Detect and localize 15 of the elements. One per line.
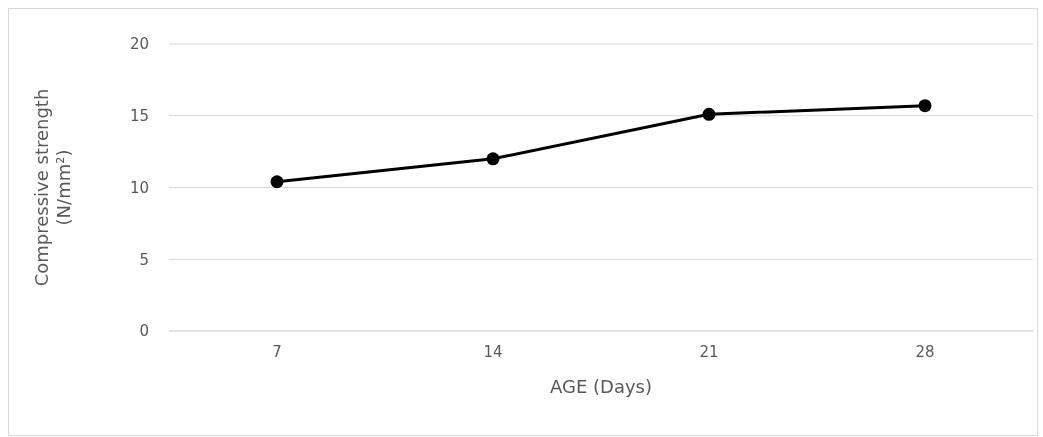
y-tick-label: 20: [129, 35, 149, 54]
x-axis-title: AGE (Days): [549, 376, 653, 397]
point: [918, 99, 932, 113]
point: [702, 107, 716, 121]
x-tick-label: 7: [272, 343, 282, 361]
y-tick-label: 5: [139, 250, 149, 269]
x-tick-label: 21: [699, 343, 719, 361]
point: [270, 175, 284, 189]
y-axis-title: Compressive strength (N/mm²): [31, 88, 74, 287]
x-tick-label: 28: [915, 343, 935, 361]
x-tick-label: 14: [483, 343, 503, 361]
y-tick-label: 15: [129, 107, 149, 125]
y-tick-label: 0: [139, 322, 149, 341]
y-tick-label: 10: [129, 178, 149, 197]
point: [486, 152, 500, 166]
